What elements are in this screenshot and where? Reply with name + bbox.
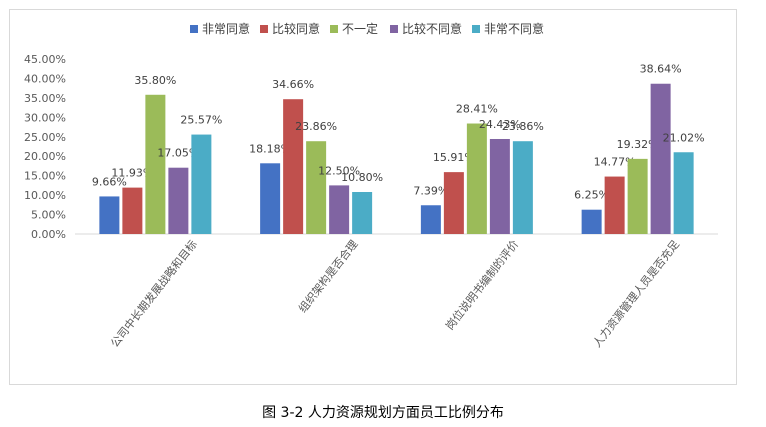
legend-swatch [330,25,338,33]
legend-swatch [390,25,398,33]
bar-data-label: 23.86% [295,120,337,133]
bar [260,163,281,234]
category-label: 人力资源管理人员是否充足 [590,237,682,350]
bar-data-label: 15.91% [433,151,475,164]
bar-data-label: 6.25% [574,189,609,202]
y-tick-label: 40.00% [24,72,66,85]
legend-label: 非常同意 [202,21,250,36]
bar [443,172,464,234]
y-tick-label: 45.00% [24,53,66,66]
bar [512,141,533,234]
bar [99,196,120,234]
bar-data-label: 21.02% [663,131,705,144]
y-tick-label: 35.00% [24,92,66,105]
y-tick-label: 25.00% [24,131,66,144]
category-label: 组织架构是否合理 [295,237,360,315]
y-tick-label: 5.00% [31,209,66,222]
bar [352,192,373,234]
y-tick-label: 20.00% [24,150,66,163]
bar [122,187,143,234]
y-tick-label: 0.00% [31,228,66,241]
bar-data-label: 25.57% [180,114,222,127]
bar-data-label: 24.43% [479,118,521,131]
y-tick-label: 15.00% [24,170,66,183]
category-label: 公司中长期发展战略和目标 [107,237,199,350]
bar [604,176,625,234]
y-tick-label: 10.00% [24,189,66,202]
bar [191,134,212,234]
legend-swatch [190,25,198,33]
bar [329,185,350,234]
bar-data-label: 38.64% [640,63,682,76]
bar-data-label: 14.77% [594,156,636,169]
bar-data-label: 18.18% [249,142,291,155]
legend-label: 非常不同意 [484,21,544,36]
figure-caption: 图 3-2 人力资源规划方面员工比例分布 [262,405,504,421]
bar-data-label: 34.66% [272,78,314,91]
category-label: 岗位说明书编制的评价 [442,237,521,332]
bar [650,83,671,234]
bar-data-label: 7.39% [413,184,448,197]
legend-label: 比较同意 [272,21,320,36]
legend-swatch [472,25,480,33]
bar-data-label: 35.80% [134,74,176,87]
legend-swatch [260,25,268,33]
bar-data-label: 19.32% [617,138,659,151]
bar [168,167,189,234]
bar [489,138,510,234]
bar-data-label: 28.41% [456,103,498,116]
bar [420,205,441,234]
bar [283,99,304,234]
bar-data-label: 23.86% [502,120,544,133]
y-tick-label: 30.00% [24,111,66,124]
bar [673,152,694,234]
bar-data-label: 9.66% [92,175,127,188]
bar [627,158,648,234]
bar-data-label: 12.50% [318,164,360,177]
bar-data-label: 17.05% [157,147,199,160]
legend-label: 不一定 [342,21,378,36]
bar-data-label: 10.80% [341,171,383,184]
bar [145,94,166,235]
bar [306,141,327,234]
legend-label: 比较不同意 [402,21,462,36]
bar-data-label: 11.93% [111,167,153,180]
bar [466,123,487,234]
bar [581,209,602,234]
